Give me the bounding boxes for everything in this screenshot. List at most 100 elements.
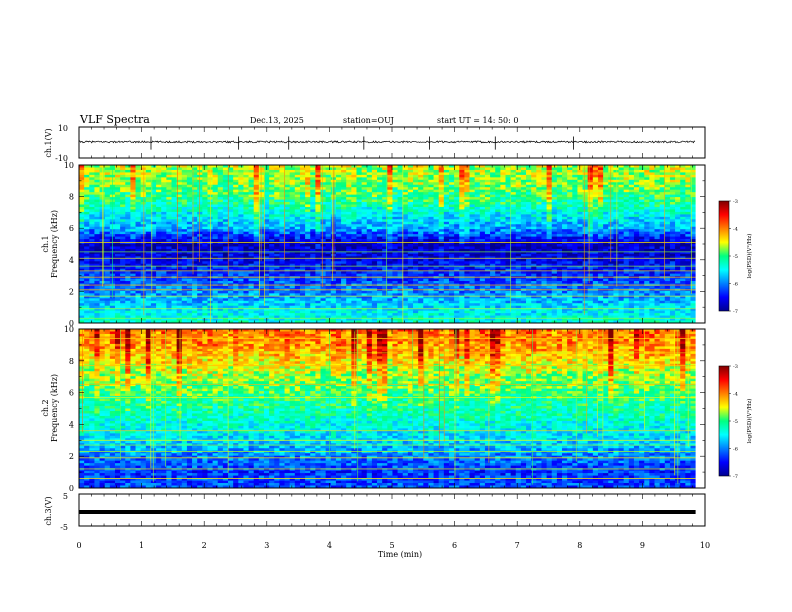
psd-cell xyxy=(104,236,111,240)
psd-cell xyxy=(269,206,275,210)
psd-cell xyxy=(305,263,311,267)
psd-cell xyxy=(258,194,265,198)
psd-cell xyxy=(228,194,234,198)
psd-cell xyxy=(284,256,291,260)
psd-cell xyxy=(341,211,347,215)
psd-cell xyxy=(407,261,414,265)
psd-cell xyxy=(161,199,167,203)
psd-cell xyxy=(94,258,100,262)
psd-cell xyxy=(541,206,547,210)
psd-cell xyxy=(130,184,136,188)
psd-cell xyxy=(546,244,553,247)
psd-cell xyxy=(79,251,85,255)
psd-cell xyxy=(484,167,491,171)
psd-cell xyxy=(104,204,111,208)
psd-cell xyxy=(125,231,131,235)
psd-cell xyxy=(356,251,363,255)
psd-cell xyxy=(541,184,547,188)
psd-cell xyxy=(654,182,661,186)
psd-cell xyxy=(490,172,496,176)
psd-cell xyxy=(407,236,414,240)
psd-cell xyxy=(161,177,167,181)
psd-cell xyxy=(79,244,85,247)
psd-cell xyxy=(145,169,152,173)
psd-cell xyxy=(176,246,183,250)
psd-cell xyxy=(361,165,368,168)
psd-cell xyxy=(536,174,542,178)
psd-cell xyxy=(448,211,455,215)
psd-cell xyxy=(454,236,460,240)
psd-cell xyxy=(459,211,465,215)
psd-cell xyxy=(377,167,383,171)
psd-cell xyxy=(633,184,640,188)
psd-cell xyxy=(407,177,414,181)
psd-cell xyxy=(592,234,599,237)
psd-cell xyxy=(633,189,640,193)
psd-cell xyxy=(577,244,583,247)
psd-cell xyxy=(474,169,481,173)
psd-cell xyxy=(438,199,445,203)
psd-cell xyxy=(639,177,645,181)
psd-cell xyxy=(222,226,229,230)
psd-cell xyxy=(346,189,352,193)
psd-cell xyxy=(577,229,583,233)
psd-cell xyxy=(474,174,481,178)
psd-cell xyxy=(84,189,90,193)
psd-cell xyxy=(474,214,481,218)
psd-cell xyxy=(377,248,383,252)
psd-cell xyxy=(505,167,512,171)
psd-cell xyxy=(305,224,311,228)
psd-cell xyxy=(582,179,589,183)
psd-cell xyxy=(243,204,249,208)
psd-cell xyxy=(639,224,645,228)
psd-cell xyxy=(197,248,203,252)
psd-cell xyxy=(582,221,589,225)
psd-cell xyxy=(284,248,291,252)
psd-cell xyxy=(325,261,332,265)
psd-cell xyxy=(156,174,162,178)
psd-cell xyxy=(269,172,275,176)
psd-cell xyxy=(633,253,640,257)
psd-cell xyxy=(192,234,198,237)
psd-cell xyxy=(526,258,532,262)
psd-cell xyxy=(685,197,691,200)
psd-cell xyxy=(659,231,666,235)
psd-cell xyxy=(413,234,419,237)
psd-cell xyxy=(99,261,106,265)
psd-cell xyxy=(99,192,106,196)
psd-cell xyxy=(299,172,306,176)
psd-cell xyxy=(459,236,465,240)
psd-cell xyxy=(536,204,542,208)
psd-cell xyxy=(166,226,172,230)
psd-cell xyxy=(84,209,90,213)
psd-cell xyxy=(212,211,219,215)
psd-cell xyxy=(567,248,573,252)
psd-cell xyxy=(402,221,409,225)
psd-cell xyxy=(284,241,291,245)
psd-cell xyxy=(433,169,440,173)
psd-cell xyxy=(320,214,327,218)
psd-cell xyxy=(320,219,327,223)
psd-cell xyxy=(572,221,578,225)
psd-cell xyxy=(438,209,445,213)
psd-cell xyxy=(464,239,470,242)
psd-cell xyxy=(490,226,496,230)
psd-cell xyxy=(484,219,491,223)
psd-cell xyxy=(644,169,650,173)
psd-cell xyxy=(166,177,172,181)
psd-cell xyxy=(654,246,661,250)
psd-cell xyxy=(186,229,193,233)
psd-cell xyxy=(248,251,255,255)
psd-cell xyxy=(114,253,121,257)
psd-cell xyxy=(659,194,666,198)
psd-cell xyxy=(454,248,460,252)
psd-cell xyxy=(382,179,388,183)
psd-cell xyxy=(104,202,111,205)
psd-cell xyxy=(135,246,142,250)
psd-cell xyxy=(114,251,121,255)
psd-cell xyxy=(669,221,676,225)
psd-cell xyxy=(377,197,383,200)
psd-cell xyxy=(253,226,260,230)
psd-cell xyxy=(269,192,275,196)
psd-cell xyxy=(120,239,126,242)
